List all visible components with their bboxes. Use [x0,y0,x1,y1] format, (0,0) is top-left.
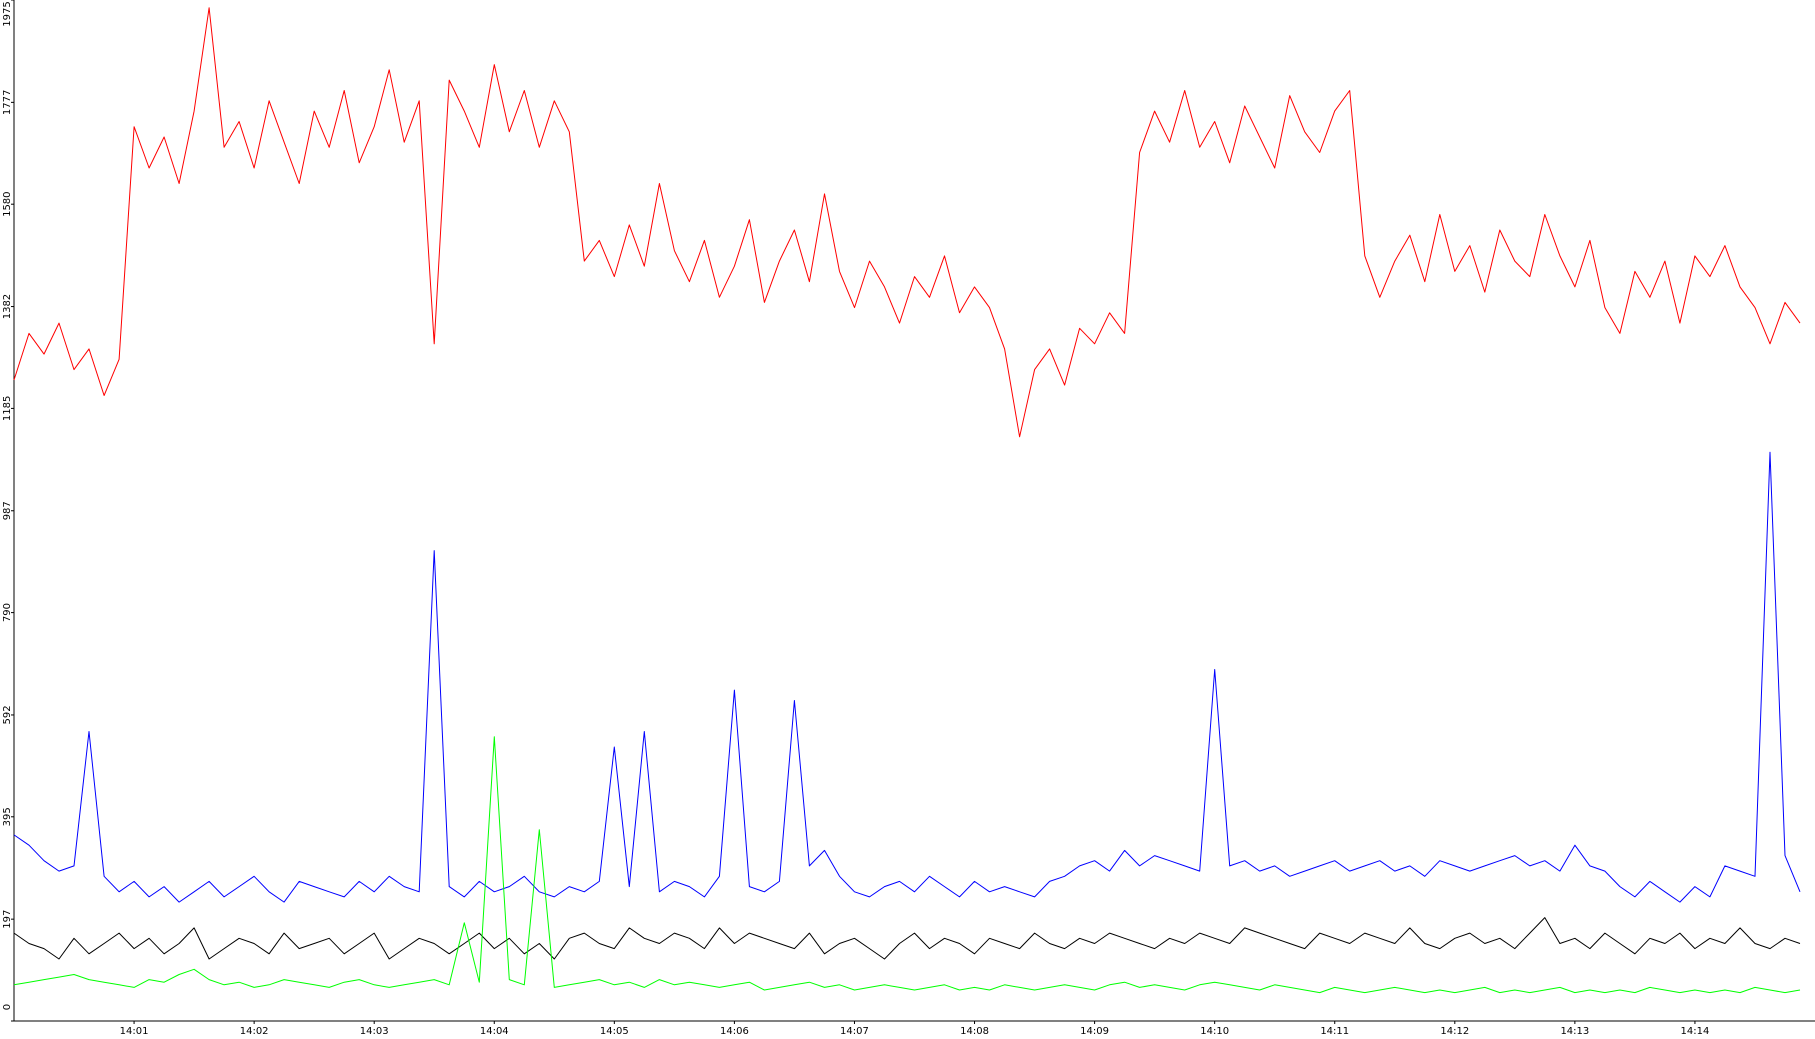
x-tick-label: 14:01 [120,1026,149,1037]
series-line [13,451,1801,903]
y-tick-label: 987 [2,501,13,520]
x-tick-label: 14:14 [1681,1026,1710,1037]
x-tick-label: 14:08 [960,1026,989,1037]
series-line [13,7,1801,438]
x-tick-label: 14:06 [720,1026,749,1037]
y-tick-label: 1185 [2,396,13,421]
y-tick-label: 1777 [2,90,13,115]
x-tick-label: 14:04 [480,1026,509,1037]
x-tick-label: 14:09 [1080,1026,1109,1037]
x-tick-label: 14:03 [360,1026,389,1037]
x-tick-label: 14:10 [1200,1026,1229,1037]
x-tick-label: 14:11 [1320,1026,1349,1037]
x-tick-label: 14:02 [240,1026,269,1037]
y-tick-label: 592 [2,705,13,724]
x-tick-label: 14:12 [1440,1026,1469,1037]
y-tick-label: 0 [2,1004,13,1010]
y-tick-label: 1975 [2,1,13,26]
x-tick-label: 14:07 [840,1026,869,1037]
y-tick-label: 1580 [2,191,13,216]
y-tick-label: 790 [2,603,13,622]
x-tick-label: 14:13 [1560,1026,1589,1037]
y-tick-label: 1382 [2,294,13,319]
series-line [13,736,1801,994]
x-tick-label: 14:05 [600,1026,629,1037]
series-line [13,917,1801,960]
y-tick-label: 197 [2,910,13,929]
y-tick-label: 395 [2,807,13,826]
